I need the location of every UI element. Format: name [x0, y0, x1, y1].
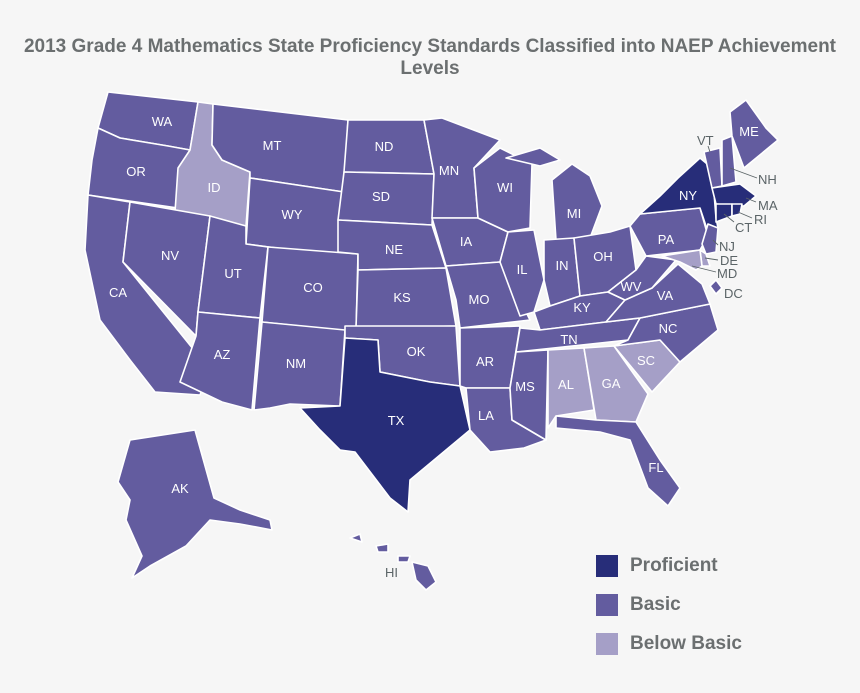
legend-label-proficient: Proficient [630, 554, 718, 576]
label-il: IL [517, 262, 528, 277]
label-or: OR [126, 164, 146, 179]
label-ct: CT [735, 220, 752, 235]
label-fl: FL [648, 460, 663, 475]
label-ar: AR [476, 354, 494, 369]
label-ca: CA [109, 285, 127, 300]
state-nh [721, 135, 737, 187]
label-dc: DC [724, 286, 743, 301]
label-nh: NH [758, 172, 777, 187]
label-ny: NY [679, 188, 697, 203]
legend: Proficient Basic Below Basic [596, 546, 742, 663]
label-tn: TN [560, 332, 577, 347]
label-va: VA [657, 288, 674, 303]
state-ri [731, 203, 743, 217]
label-sc: SC [637, 353, 655, 368]
label-ky: KY [573, 300, 591, 315]
legend-swatch-basic [596, 593, 618, 616]
label-al: AL [558, 377, 574, 392]
legend-swatch-proficient [596, 554, 618, 577]
state-ct [715, 203, 733, 223]
label-ga: GA [602, 376, 621, 391]
label-nc: NC [659, 321, 678, 336]
label-pa: PA [658, 232, 675, 247]
leader-de [704, 257, 719, 261]
label-wy: WY [282, 207, 303, 222]
leader-md [691, 265, 717, 273]
label-nd: ND [375, 139, 394, 154]
state-ms [509, 349, 549, 441]
label-mt: MT [263, 138, 282, 153]
label-tx: TX [388, 413, 405, 428]
label-oh: OH [593, 249, 613, 264]
label-hi: HI [385, 565, 398, 580]
state-nj [701, 223, 719, 255]
label-me: ME [739, 124, 759, 139]
leader-nh [729, 167, 758, 179]
label-co: CO [303, 280, 323, 295]
state-fl [555, 415, 681, 507]
legend-item-below-basic: Below Basic [596, 624, 742, 663]
leader-ma [745, 197, 757, 203]
label-ut: UT [224, 266, 241, 281]
legend-label-basic: Basic [630, 593, 681, 615]
state-al [547, 347, 595, 429]
legend-swatch-below-basic [596, 632, 618, 655]
state-hi [349, 533, 437, 591]
label-ia: IA [460, 234, 473, 249]
state-wi [473, 147, 533, 233]
label-mo: MO [469, 292, 490, 307]
label-md: MD [717, 266, 737, 281]
label-mn: MN [439, 163, 459, 178]
label-nj: NJ [719, 239, 735, 254]
leader-nj [712, 239, 719, 246]
state-dc [709, 279, 723, 295]
label-nv: NV [161, 248, 179, 263]
label-ma: MA [758, 198, 778, 213]
label-ks: KS [393, 290, 411, 305]
label-in: IN [556, 258, 569, 273]
label-la: LA [478, 408, 494, 423]
label-nm: NM [286, 356, 306, 371]
state-ma [711, 183, 757, 207]
label-ri: RI [754, 212, 767, 227]
legend-label-below-basic: Below Basic [630, 632, 742, 654]
leader-ct [723, 213, 735, 223]
label-wa: WA [152, 114, 173, 129]
state-az [179, 311, 261, 411]
label-vt: VT [697, 133, 714, 148]
label-de: DE [720, 253, 738, 268]
state-ak [117, 429, 273, 579]
label-wv: WV [621, 279, 642, 294]
leader-ri [737, 211, 753, 219]
label-wi: WI [497, 180, 513, 195]
label-ne: NE [385, 242, 403, 257]
label-ms: MS [515, 379, 535, 394]
state-me [729, 99, 779, 169]
label-sd: SD [372, 189, 390, 204]
leader-vt [707, 145, 711, 153]
state-ga [583, 345, 649, 423]
label-ok: OK [407, 344, 426, 359]
label-az: AZ [214, 347, 231, 362]
label-mi: MI [567, 206, 581, 221]
label-id: ID [208, 180, 221, 195]
label-ak: AK [171, 481, 189, 496]
map-title: 2013 Grade 4 Mathematics State Proficien… [23, 36, 837, 79]
legend-item-proficient: Proficient [596, 546, 742, 585]
state-tx [299, 337, 471, 513]
legend-item-basic: Basic [596, 585, 742, 624]
